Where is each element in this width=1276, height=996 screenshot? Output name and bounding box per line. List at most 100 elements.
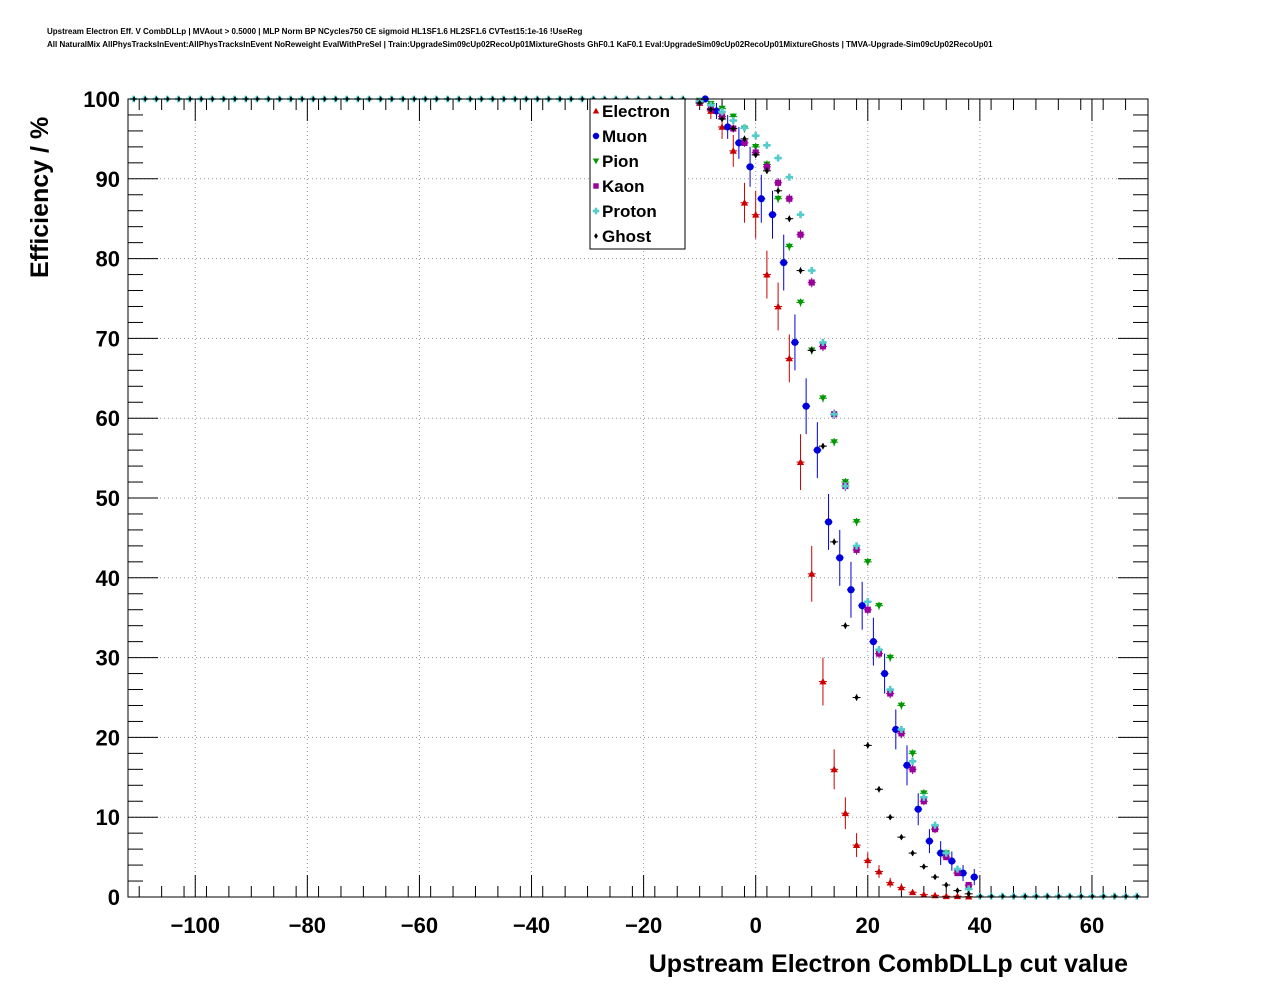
chart-title-line-2: All NaturalMix AllPhysTracksInEvent:AllP… <box>47 40 993 49</box>
tail-point-ghost <box>1101 893 1106 899</box>
point-kaon <box>954 870 961 877</box>
point-kaon <box>853 546 860 553</box>
point-kaon <box>920 798 927 805</box>
point-kaon <box>797 231 804 238</box>
point-electron <box>920 891 928 898</box>
y-tick-label: 10 <box>96 805 120 830</box>
point-kaon <box>819 343 827 350</box>
y-tick-label: 90 <box>96 167 120 192</box>
point-ghost <box>820 442 826 450</box>
point-pion <box>886 654 894 662</box>
x-tick-label: −60 <box>401 913 438 938</box>
x-tick-label: 40 <box>968 913 992 938</box>
point-muon <box>780 258 788 267</box>
y-tick-label: 20 <box>96 725 120 750</box>
point-electron <box>796 458 805 465</box>
point-pion <box>875 602 883 610</box>
point-ghost <box>876 786 882 793</box>
point-ghost <box>932 873 938 881</box>
point-kaon <box>763 163 770 170</box>
point-muon <box>948 857 956 865</box>
legend-marker-proton <box>592 207 600 215</box>
tail-point-ghost <box>1135 893 1140 899</box>
point-proton <box>920 793 928 801</box>
point-proton <box>785 173 793 181</box>
point-ghost <box>809 347 814 354</box>
x-tick-label: −40 <box>513 913 550 938</box>
y-tick-label: 70 <box>96 326 120 351</box>
point-muon <box>880 669 889 678</box>
series-kaon <box>695 99 973 889</box>
point-pion <box>785 243 793 251</box>
point-pion <box>729 113 737 121</box>
point-ghost <box>966 890 971 898</box>
point-muon <box>903 761 911 769</box>
point-proton <box>819 338 827 346</box>
point-kaon <box>864 606 871 613</box>
point-ghost <box>775 187 781 195</box>
point-pion <box>752 144 760 151</box>
point-pion <box>774 195 782 203</box>
point-proton <box>841 482 849 490</box>
point-pion <box>897 702 906 710</box>
point-muon <box>768 211 777 219</box>
point-proton <box>718 108 726 116</box>
point-ghost <box>944 881 949 889</box>
point-proton <box>942 849 950 857</box>
point-muon <box>925 837 934 845</box>
point-ghost <box>843 622 848 629</box>
series-ghost <box>695 99 973 898</box>
point-ghost <box>910 849 915 857</box>
tail-point-ghost <box>1012 893 1016 899</box>
point-proton <box>965 885 973 893</box>
point-proton <box>729 116 737 125</box>
tail-point-ghost <box>1000 893 1005 899</box>
point-proton <box>763 141 771 149</box>
point-ghost <box>697 99 702 107</box>
point-proton <box>774 154 782 162</box>
point-kaon <box>887 690 894 697</box>
point-kaon <box>943 854 950 861</box>
point-proton <box>707 101 715 109</box>
point-proton <box>897 725 906 734</box>
point-electron <box>886 879 894 886</box>
point-pion <box>830 439 838 446</box>
point-muon <box>858 602 866 610</box>
tail-point-ghost <box>1045 893 1050 899</box>
tail-point-ghost <box>989 893 994 899</box>
point-electron <box>897 883 906 891</box>
point-ghost <box>921 863 926 870</box>
point-muon <box>802 402 810 410</box>
point-proton <box>931 821 939 829</box>
point-proton <box>796 211 805 219</box>
tail-point-ghost <box>1079 893 1084 899</box>
point-ghost <box>731 125 736 132</box>
point-kaon <box>909 766 916 773</box>
point-electron <box>774 302 782 310</box>
point-ghost <box>831 538 837 546</box>
point-electron <box>909 888 917 896</box>
x-tick-label: 0 <box>750 913 762 938</box>
legend-label-electron: Electron <box>602 102 670 121</box>
tail-point-ghost <box>978 893 983 899</box>
y-tick-label: 60 <box>96 406 120 431</box>
point-muon <box>914 805 922 813</box>
point-electron <box>752 211 760 218</box>
point-kaon <box>898 730 905 737</box>
legend-marker-kaon <box>593 183 599 189</box>
point-pion <box>864 558 872 566</box>
point-ghost <box>787 215 792 222</box>
point-proton <box>752 132 760 140</box>
point-electron <box>864 856 872 864</box>
point-kaon <box>965 881 972 889</box>
point-electron <box>852 841 861 849</box>
legend-label-kaon: Kaon <box>602 177 645 196</box>
legend-label-muon: Muon <box>602 127 647 146</box>
point-muon <box>724 123 732 131</box>
legend-label-proton: Proton <box>602 202 657 221</box>
x-tick-label: −80 <box>289 913 326 938</box>
point-muon <box>892 725 900 734</box>
point-electron <box>718 123 726 130</box>
tail-point-ghost <box>1068 893 1072 899</box>
point-pion <box>920 790 928 797</box>
